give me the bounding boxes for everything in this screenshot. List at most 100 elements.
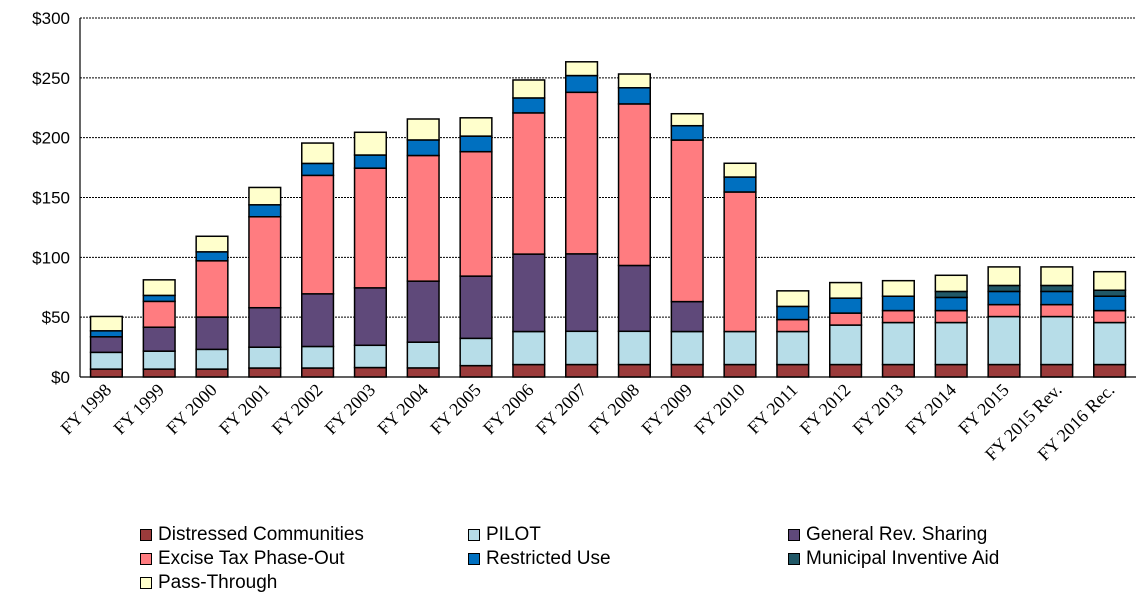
bar-segment-general-rev-sharing [406, 280, 440, 343]
x-tick-label: FY 1998 [57, 380, 116, 439]
bar-segment-pilot [512, 330, 546, 366]
bar-segment-excise-tax-phase-out [881, 309, 915, 324]
bar-segment-restricted-use [776, 305, 810, 321]
bar-segment-municipal-inventive-aid [987, 284, 1021, 293]
bar-segment-general-rev-sharing [142, 326, 176, 352]
bar-segment-restricted-use [301, 162, 335, 177]
bar-segment-restricted-use [248, 204, 282, 218]
bar-segment-distressed-communities [987, 363, 1021, 378]
bar-segment-excise-tax-phase-out [248, 216, 282, 309]
bar-segment-pilot [723, 330, 757, 366]
legend-swatch [788, 529, 800, 541]
bar-segment-restricted-use [142, 294, 176, 303]
bar-segment-pass-through [1040, 266, 1074, 287]
bar-segment-pilot [670, 330, 704, 366]
bar-segment-pilot [353, 344, 387, 369]
bar-segment-general-rev-sharing [89, 336, 123, 354]
bar-segment-general-rev-sharing [195, 316, 229, 351]
bar-segment-pass-through [301, 142, 335, 165]
bar-segment-pass-through [670, 112, 704, 127]
legend-item: Distressed Communities [140, 524, 364, 546]
bar-segment-pilot [829, 324, 863, 366]
bar-segment-excise-tax-phase-out [1040, 303, 1074, 318]
bar-segment-distressed-communities [829, 363, 863, 378]
legend-label: Distressed Communities [158, 524, 364, 545]
bar-segment-general-rev-sharing [565, 253, 599, 333]
x-tick-label: FY 1999 [109, 380, 168, 439]
bar-segment-pilot [142, 350, 176, 370]
legend-item: Pass-Through [140, 572, 277, 594]
bar-segment-restricted-use [987, 290, 1021, 306]
legend-item: Excise Tax Phase-Out [140, 548, 345, 570]
bar-segment-pass-through [881, 279, 915, 297]
bar-segment-pilot [1093, 321, 1127, 366]
legend: Distressed Communities PILOT General Rev. … [140, 524, 1100, 602]
x-tick-label: FY 2014 [901, 380, 960, 439]
bar-segment-distressed-communities [1093, 363, 1127, 378]
x-tick-label: FY 2011 [744, 380, 802, 438]
bar-segment-general-rev-sharing [670, 300, 704, 333]
bar-segment-pilot [776, 330, 810, 366]
bar-segment-restricted-use [670, 124, 704, 141]
bar-segment-restricted-use [89, 330, 123, 338]
bar-segment-distressed-communities [881, 363, 915, 378]
bar-segment-general-rev-sharing [617, 264, 651, 333]
bar-segment-pass-through [617, 73, 651, 89]
legend-item: General Rev. Sharing [788, 524, 987, 546]
legend-label: Restricted Use [486, 548, 611, 569]
bar-segment-distressed-communities [934, 363, 968, 378]
x-tick-label: FY 2010 [690, 380, 749, 439]
bar-segment-distressed-communities [353, 366, 387, 378]
bar-segment-pilot [406, 341, 440, 369]
bar-segment-pass-through [406, 118, 440, 141]
bar-segment-restricted-use [512, 97, 546, 114]
legend-label: PILOT [486, 524, 541, 545]
bar-segment-pass-through [565, 61, 599, 77]
bar-segment-excise-tax-phase-out [353, 167, 387, 289]
bar-segment-pass-through [829, 281, 863, 299]
x-tick-label: FY 2000 [162, 380, 221, 439]
bar-segment-general-rev-sharing [353, 287, 387, 347]
legend-swatch [140, 529, 152, 541]
y-tick-label: $0 [51, 368, 70, 387]
bar-segment-excise-tax-phase-out [723, 191, 757, 333]
y-tick-label: $50 [42, 308, 70, 327]
bar-segment-general-rev-sharing [301, 293, 335, 348]
bar-segment-restricted-use [1093, 295, 1127, 312]
bar-segment-distressed-communities [142, 368, 176, 378]
bar-segment-distressed-communities [776, 363, 810, 378]
bar-segment-general-rev-sharing [459, 275, 493, 340]
legend-label: Excise Tax Phase-Out [158, 548, 345, 569]
bar-segment-pass-through [142, 279, 176, 297]
bar-segment-distressed-communities [89, 368, 123, 378]
legend-item: PILOT [468, 524, 541, 546]
x-tick-label: FY 2003 [321, 380, 380, 439]
bar-segment-distressed-communities [723, 363, 757, 378]
x-tick-label: FY 2009 [637, 380, 696, 439]
x-tick-label: FY 2001 [215, 380, 274, 439]
bar-segment-restricted-use [617, 87, 651, 105]
bar-segment-pass-through [512, 79, 546, 99]
legend-label: General Rev. Sharing [806, 524, 988, 545]
bar-segment-distressed-communities [248, 367, 282, 378]
bar-segment-distressed-communities [459, 364, 493, 378]
bar-segment-pilot [195, 348, 229, 370]
bar-segment-restricted-use [195, 251, 229, 262]
x-tick-label: FY 2005 [426, 380, 485, 439]
bar-segment-excise-tax-phase-out [934, 309, 968, 324]
bar-segment-excise-tax-phase-out [987, 303, 1021, 318]
bar-segment-restricted-use [829, 297, 863, 314]
bar-segment-pass-through [1093, 270, 1127, 291]
bar-segment-excise-tax-phase-out [459, 150, 493, 277]
y-tick-label: $100 [32, 248, 70, 267]
bar-segment-distressed-communities [1040, 363, 1074, 378]
bar-segment-pilot [565, 330, 599, 366]
bar-segment-excise-tax-phase-out [1093, 309, 1127, 324]
bar-segment-excise-tax-phase-out [195, 260, 229, 318]
legend-item: Restricted Use [468, 548, 611, 570]
bar-segment-distressed-communities [406, 367, 440, 378]
bar-segment-excise-tax-phase-out [776, 318, 810, 333]
bar-segment-restricted-use [406, 139, 440, 157]
bar-segment-pass-through [195, 235, 229, 253]
